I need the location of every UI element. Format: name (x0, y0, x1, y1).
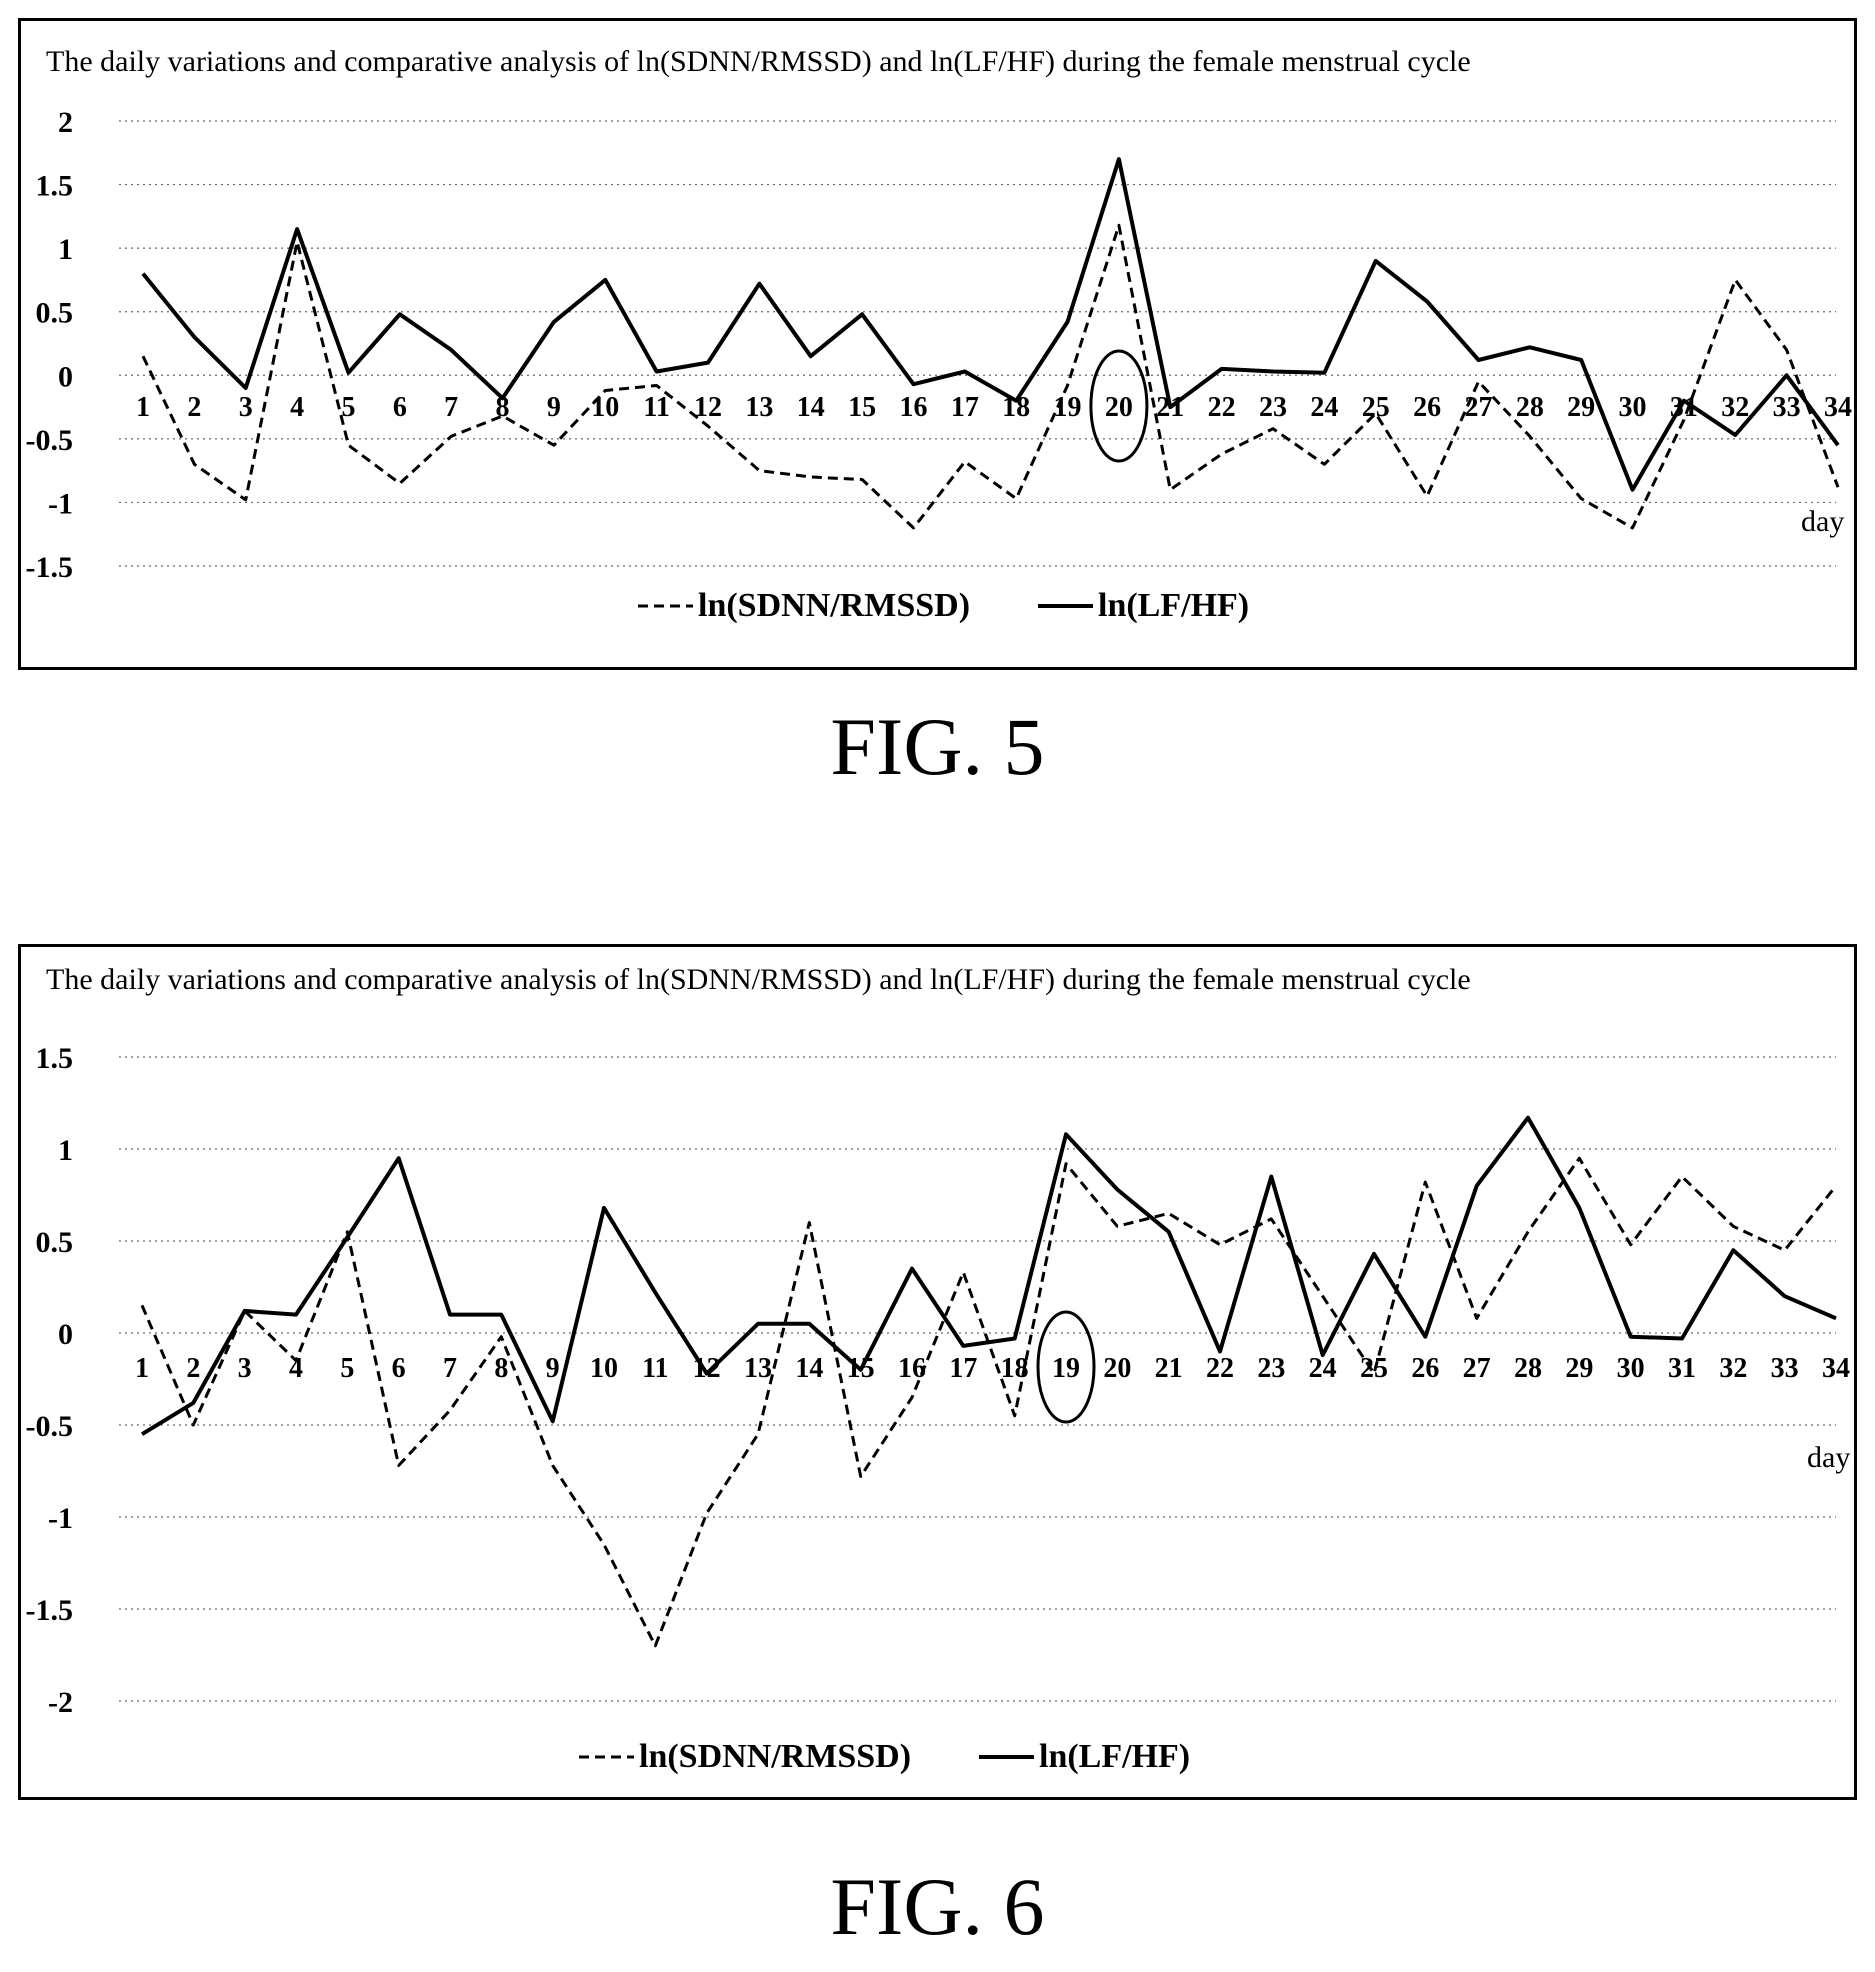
x-tick-label: 32 (1719, 1353, 1747, 1384)
y-tick-label: 1.5 (36, 1042, 74, 1075)
x-tick-label: 2 (187, 392, 201, 423)
x-tick-label: 12 (694, 392, 722, 423)
x-tick-label: 21 (1155, 1353, 1183, 1384)
x-tick-label: 22 (1208, 392, 1236, 423)
series-line-sdnn-rmssd (140, 1156, 1838, 1648)
legend-entry: ln(SDNN/RMSSD) (639, 1738, 911, 1775)
x-tick-label: 4 (290, 392, 304, 423)
x-tick-label: 29 (1567, 392, 1595, 423)
chart-title: The daily variations and comparative ana… (46, 45, 1471, 78)
x-tick-label: 7 (444, 392, 458, 423)
y-tick-label: 1 (58, 1134, 73, 1167)
legend-entry: ln(LF/HF) (1098, 587, 1249, 624)
x-tick-label: 25 (1362, 392, 1390, 423)
x-tick-label: 3 (239, 392, 253, 423)
x-tick-label: 16 (898, 1353, 926, 1384)
x-tick-label: 34 (1822, 1353, 1850, 1384)
chart-frame: The daily variations and comparative ana… (18, 18, 1857, 670)
x-tick-label: 3 (238, 1353, 252, 1384)
figure-label: FIG. 5 (830, 701, 1045, 792)
x-tick-label: 28 (1514, 1353, 1542, 1384)
x-tick-label: 31 (1668, 1353, 1696, 1384)
x-tick-label: 33 (1773, 392, 1801, 423)
x-tick-label: 19 (1052, 1353, 1080, 1384)
highlight-ellipse (1036, 1310, 1096, 1424)
x-tick-label: 34 (1824, 392, 1852, 423)
y-tick-label: 0.5 (36, 297, 74, 330)
x-tick-label: 32 (1721, 392, 1749, 423)
legend-entry: ln(LF/HF) (1039, 1738, 1190, 1775)
x-tick-label: 5 (341, 392, 355, 423)
x-tick-label: 15 (848, 392, 876, 423)
chart-frame: The daily variations and comparative ana… (18, 944, 1857, 1800)
x-tick-label: 10 (591, 392, 619, 423)
y-tick-label: -0.5 (26, 1410, 74, 1443)
x-tick-label: 4 (289, 1353, 303, 1384)
x-tick-label: 20 (1105, 392, 1133, 423)
y-tick-label: 2 (58, 106, 73, 139)
x-tick-label: 1 (135, 1353, 149, 1384)
x-tick-label: 23 (1259, 392, 1287, 423)
highlight-ellipse (1089, 349, 1149, 463)
series-line-sdnn-rmssd (141, 223, 1840, 530)
series-line-lf-hf (141, 157, 1840, 492)
x-tick-label: 20 (1103, 1353, 1131, 1384)
y-tick-label: -1 (48, 487, 73, 520)
x-tick-label: 16 (899, 392, 927, 423)
x-tick-label: 28 (1516, 392, 1544, 423)
line-chart: The daily variations and comparative ana… (26, 963, 1851, 1775)
chart-title: The daily variations and comparative ana… (46, 963, 1471, 996)
y-tick-label: -0.5 (26, 424, 74, 457)
x-tick-label: 24 (1309, 1353, 1337, 1384)
x-tick-label: 8 (496, 392, 510, 423)
x-axis-label: day (1807, 1441, 1850, 1474)
x-tick-label: 13 (745, 392, 773, 423)
x-tick-label: 14 (797, 392, 825, 423)
x-tick-label: 9 (546, 1353, 560, 1384)
x-tick-label: 5 (340, 1353, 354, 1384)
line-chart: The daily variations and comparative ana… (26, 45, 1853, 624)
x-tick-label: 30 (1619, 392, 1647, 423)
y-tick-label: -2 (48, 1686, 73, 1719)
x-tick-label: 26 (1411, 1353, 1439, 1384)
x-tick-label: 14 (795, 1353, 823, 1384)
y-tick-label: -1.5 (26, 1594, 74, 1627)
x-tick-label: 17 (951, 392, 979, 423)
y-tick-label: 0.5 (36, 1226, 74, 1259)
legend-entry: ln(SDNN/RMSSD) (698, 587, 970, 624)
x-tick-label: 29 (1565, 1353, 1593, 1384)
x-tick-label: 11 (643, 392, 669, 423)
x-tick-label: 23 (1257, 1353, 1285, 1384)
x-tick-label: 7 (443, 1353, 457, 1384)
x-tick-label: 24 (1310, 392, 1338, 423)
x-tick-label: 6 (393, 392, 407, 423)
x-tick-label: 6 (392, 1353, 406, 1384)
y-tick-label: 0 (58, 360, 73, 393)
x-tick-label: 13 (744, 1353, 772, 1384)
x-tick-label: 8 (494, 1353, 508, 1384)
x-tick-label: 27 (1463, 1353, 1491, 1384)
x-tick-label: 1 (136, 392, 150, 423)
y-tick-label: 1 (58, 233, 73, 266)
x-tick-label: 26 (1413, 392, 1441, 423)
x-tick-label: 2 (186, 1353, 200, 1384)
series-line-lf-hf (140, 1115, 1837, 1436)
x-axis-label: day (1801, 505, 1844, 538)
x-tick-label: 9 (547, 392, 561, 423)
figure-label: FIG. 6 (830, 1861, 1045, 1952)
x-tick-label: 27 (1464, 392, 1492, 423)
x-tick-label: 10 (590, 1353, 618, 1384)
x-tick-label: 30 (1617, 1353, 1645, 1384)
y-tick-label: -1.5 (26, 551, 74, 584)
x-tick-label: 33 (1771, 1353, 1799, 1384)
y-tick-label: -1 (48, 1502, 73, 1535)
y-tick-label: 1.5 (36, 170, 74, 203)
x-tick-label: 22 (1206, 1353, 1234, 1384)
x-tick-label: 17 (949, 1353, 977, 1384)
x-tick-label: 11 (642, 1353, 668, 1384)
y-tick-label: 0 (58, 1318, 73, 1351)
